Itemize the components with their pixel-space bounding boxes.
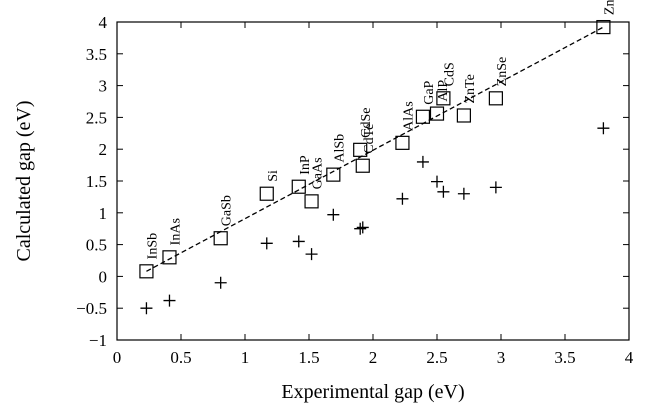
material-label: GaSb	[220, 195, 235, 226]
plus-markers	[140, 122, 610, 315]
x-tick-labels: 0 0.5 1 1.5 2 2.5 3 3.5 4	[113, 348, 634, 367]
y-tick-label: −1	[89, 331, 107, 350]
y-tick-label: 4	[99, 13, 108, 32]
tick-marks	[116, 21, 630, 341]
square-markers	[139, 19, 611, 279]
x-axis-label: Experimental gap (eV)	[281, 381, 464, 403]
square-marker	[326, 167, 341, 182]
plus-marker	[437, 185, 450, 198]
y-tick-label: 2	[99, 140, 108, 159]
plus-marker	[416, 155, 429, 168]
material-label: AlSb	[332, 134, 347, 163]
square-marker	[291, 179, 306, 194]
x-tick-label: 0.5	[170, 348, 191, 367]
plus-marker	[305, 248, 318, 261]
material-label: ZnS	[602, 0, 617, 15]
plus-marker	[163, 294, 176, 307]
square-marker	[213, 231, 228, 246]
material-label: GaP	[422, 80, 437, 104]
plus-marker	[260, 237, 273, 250]
square-marker	[488, 91, 503, 106]
material-label: ZnTe	[463, 74, 478, 103]
square-marker	[415, 109, 431, 124]
material-label: CdS	[442, 62, 457, 86]
square-marker	[162, 250, 177, 265]
material-label: AlAs	[401, 101, 416, 131]
y-tick-label: 3	[99, 77, 108, 96]
x-tick-label: 0	[113, 348, 122, 367]
material-label: Si	[266, 170, 281, 182]
y-tick-label: 0.5	[86, 236, 107, 255]
plus-marker	[356, 221, 369, 234]
square-marker	[395, 135, 410, 150]
x-tick-label: 2	[369, 348, 378, 367]
material-label: InP	[298, 155, 313, 175]
x-tick-label: 1	[241, 348, 250, 367]
y-tick-label: 0	[99, 267, 108, 286]
plus-marker	[457, 187, 470, 200]
plus-marker	[140, 302, 153, 315]
material-label: AlP	[436, 80, 451, 102]
y-tick-label: 2.5	[86, 108, 107, 127]
plus-marker	[489, 181, 502, 194]
x-tick-label: 2.5	[426, 348, 447, 367]
material-label: InSb	[145, 233, 160, 259]
material-label: CdSe	[359, 107, 374, 137]
square-marker	[429, 106, 445, 121]
x-tick-label: 3	[497, 348, 506, 367]
square-marker	[456, 108, 471, 123]
y-axis-label: Calculated gap (eV)	[13, 100, 35, 261]
y-tick-labels: −1 −0.5 0 0.5 1 1.5 2 2.5 3 3.5 4	[76, 13, 107, 350]
plus-marker	[327, 208, 340, 221]
material-label: GaAs	[311, 157, 326, 189]
y-tick-label: 1	[99, 204, 108, 223]
square-marker	[355, 158, 370, 173]
x-tick-label: 1.5	[298, 348, 319, 367]
plus-marker	[292, 235, 305, 248]
square-marker	[304, 194, 319, 209]
square-marker	[596, 19, 611, 35]
plot-frame	[116, 21, 630, 341]
square-marker	[436, 91, 451, 106]
square-marker	[139, 264, 154, 279]
x-tick-label: 4	[625, 348, 634, 367]
y-tick-label: −0.5	[76, 299, 107, 318]
y-tick-label: 3.5	[86, 45, 107, 64]
y-tick-label: 1.5	[86, 172, 107, 191]
square-marker	[353, 142, 368, 157]
x-tick-label: 3.5	[554, 348, 575, 367]
plus-marker	[431, 175, 443, 188]
plus-marker	[396, 192, 409, 205]
material-label: InAs	[168, 218, 183, 245]
fit-line	[146, 26, 604, 272]
material-label: ZnSe	[495, 57, 510, 87]
square-marker	[259, 186, 274, 201]
plus-marker	[354, 222, 367, 235]
plus-marker	[597, 122, 610, 135]
material-label: CdTe	[362, 124, 377, 154]
plus-marker	[214, 276, 227, 289]
